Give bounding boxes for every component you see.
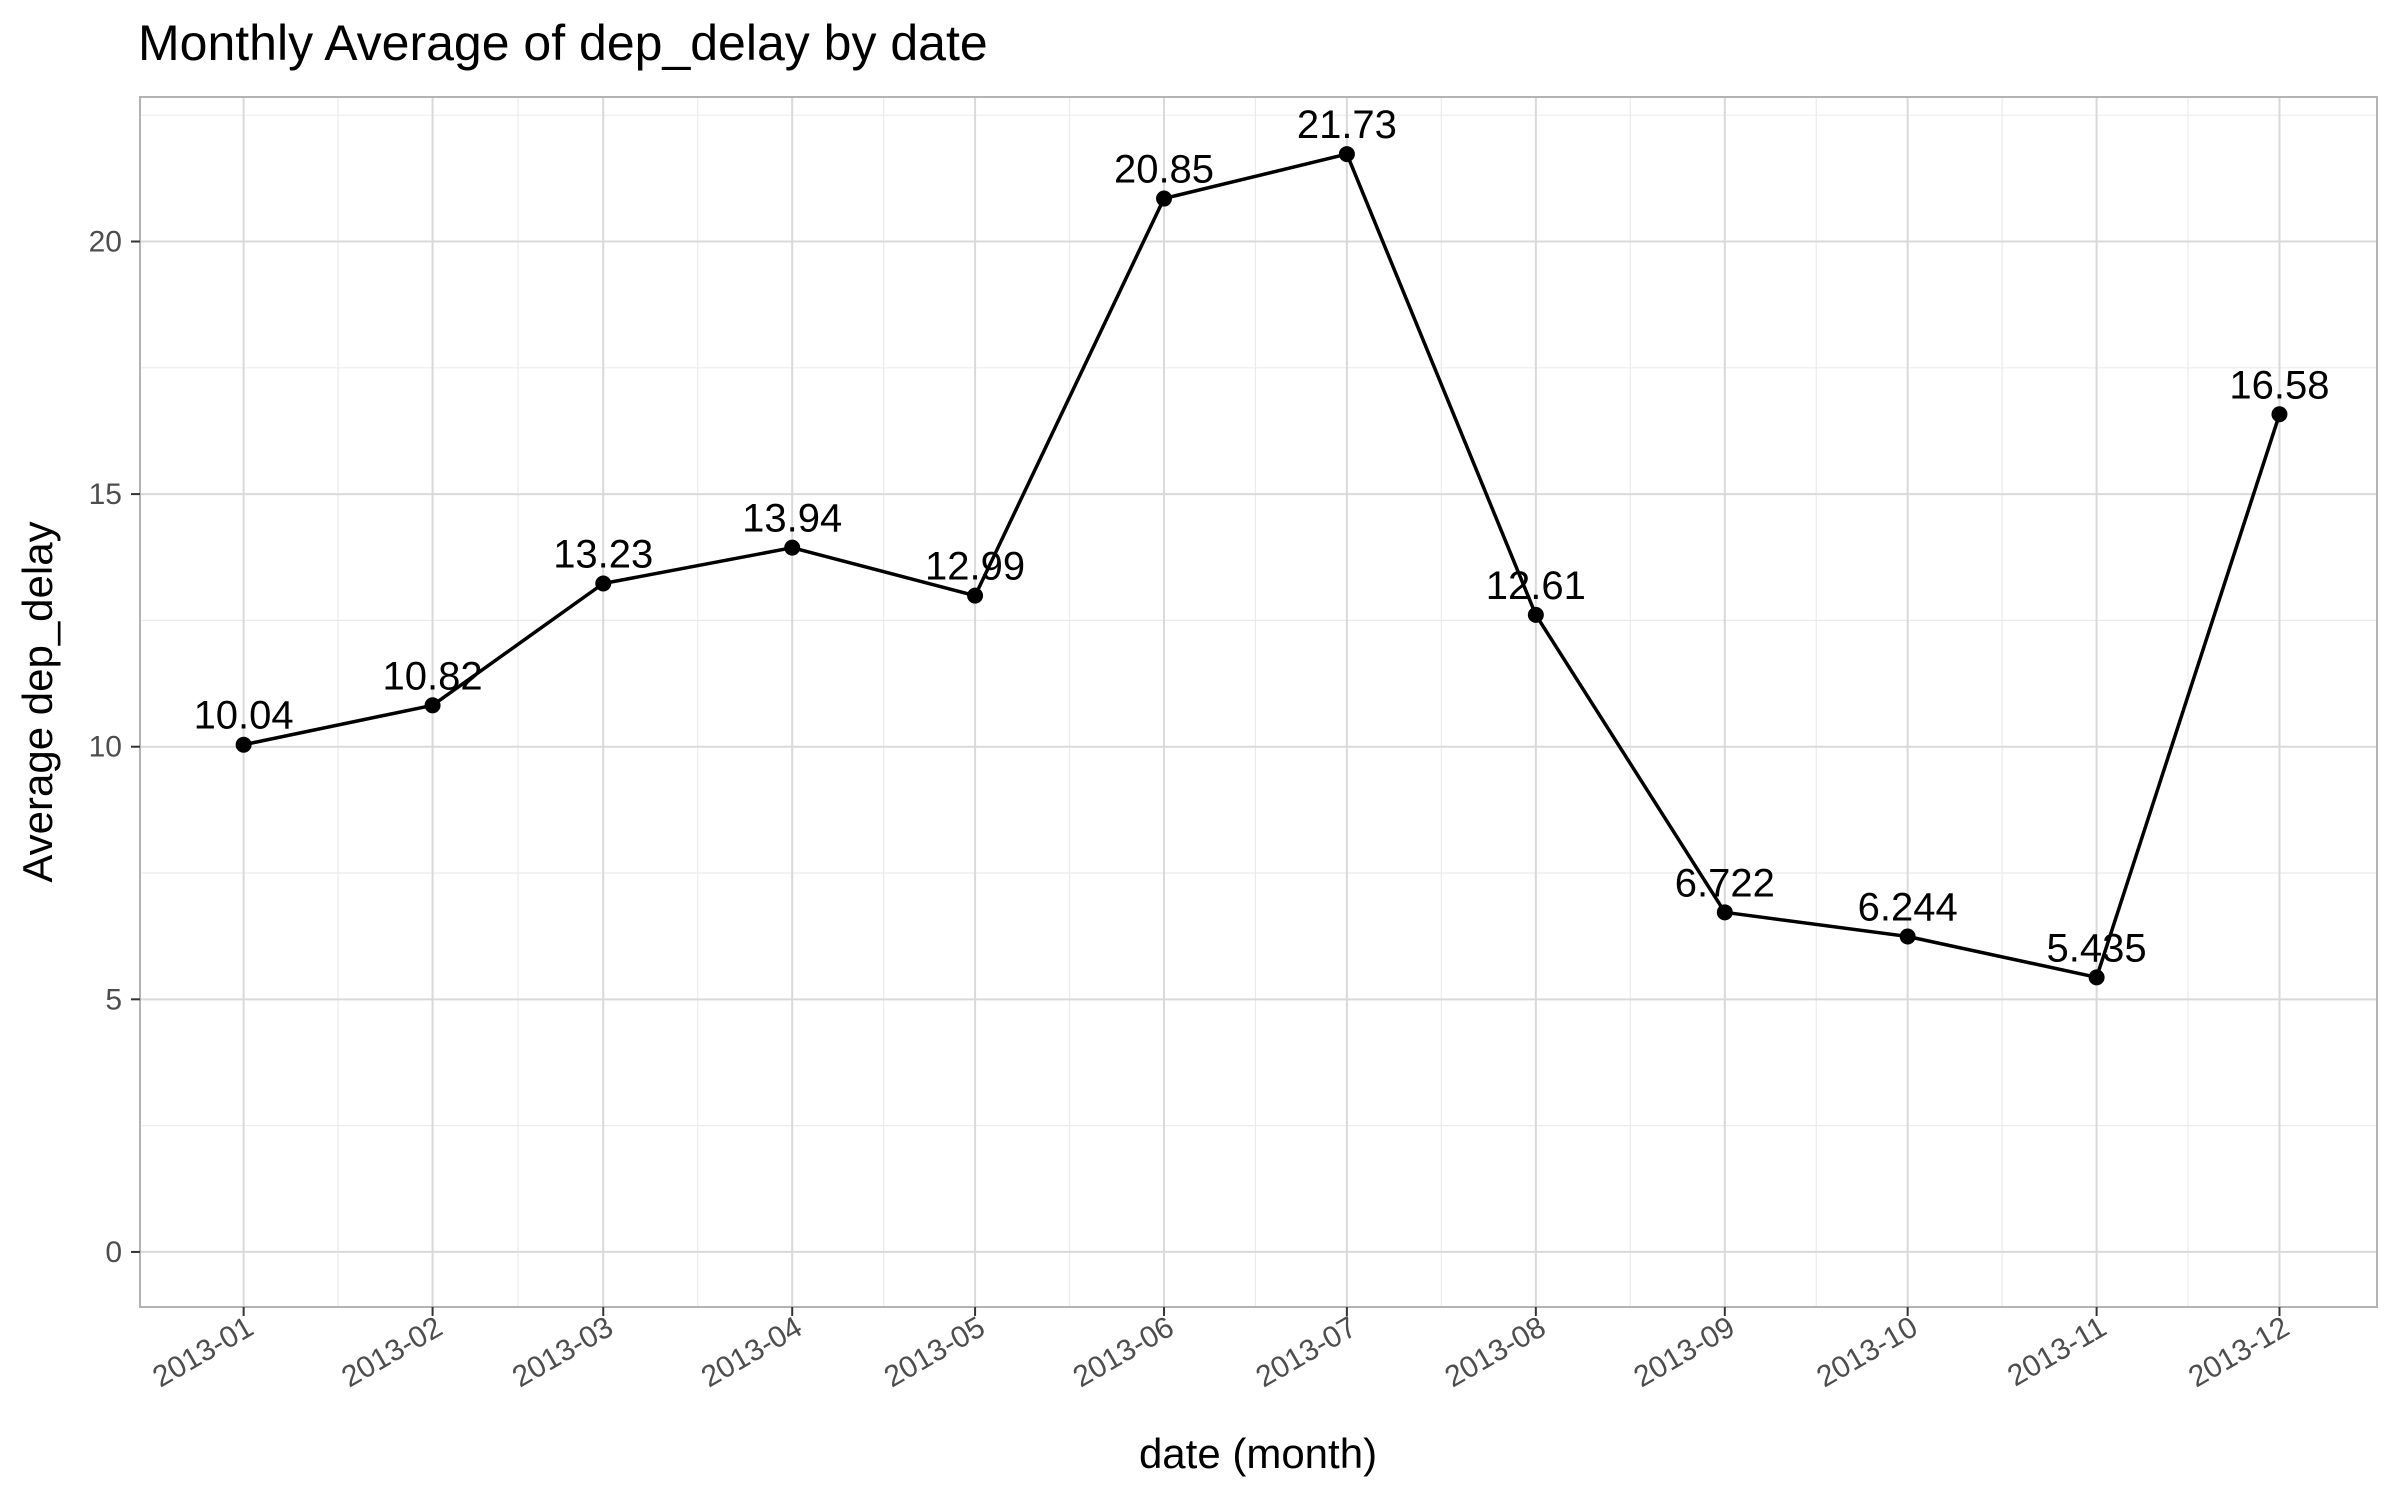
data-point <box>1899 928 1916 945</box>
x-tick-label: 2013-10 <box>1811 1310 1923 1394</box>
data-label: 6.722 <box>1675 861 1775 905</box>
data-point <box>1716 904 1733 921</box>
data-label: 13.23 <box>553 533 653 577</box>
data-label: 16.58 <box>2229 363 2329 407</box>
x-axis-label: date (month) <box>1139 1430 1377 1477</box>
series-line <box>243 152 2282 980</box>
data-label: 6.244 <box>1858 885 1958 929</box>
data-points <box>235 146 2288 986</box>
y-tick-label: 5 <box>105 983 122 1016</box>
y-axis-label: Average dep_delay <box>14 521 61 882</box>
x-tick-label: 2013-09 <box>1628 1310 1740 1394</box>
data-label: 5.435 <box>2047 926 2147 970</box>
x-tick-label: 2013-02 <box>336 1310 448 1394</box>
y-tick-label: 10 <box>89 731 122 764</box>
y-tick-label: 20 <box>89 225 122 258</box>
x-tick-label: 2013-03 <box>507 1310 619 1394</box>
major-gridlines <box>140 97 2377 1307</box>
data-label: 12.61 <box>1486 564 1586 608</box>
x-axis: 2013-01 2013-02 2013-03 2013-04 2013-05 2013-… <box>147 1307 2295 1394</box>
data-point <box>1527 606 1544 623</box>
minor-gridlines <box>140 97 2377 1307</box>
data-label: 10.82 <box>383 654 483 698</box>
x-tick-label: 2013-01 <box>147 1310 259 1394</box>
data-point <box>967 587 984 604</box>
y-axis: 0 5 10 15 20 <box>89 225 140 1269</box>
data-point <box>1156 190 1173 207</box>
x-tick-label: 2013-11 <box>2002 1310 2112 1393</box>
x-tick-label: 2013-05 <box>879 1310 991 1394</box>
data-label: 10.04 <box>194 694 294 738</box>
data-point <box>1338 146 1355 163</box>
data-point <box>2271 406 2288 423</box>
data-labels: 10.04 10.82 13.23 13.94 12.99 20.85 21.73 12.61… <box>194 103 2330 970</box>
x-tick-label: 2013-04 <box>696 1310 808 1394</box>
y-tick-label: 0 <box>105 1236 122 1269</box>
data-label: 12.99 <box>925 545 1025 589</box>
data-point <box>424 697 441 714</box>
data-label: 13.94 <box>742 497 842 541</box>
data-label: 21.73 <box>1297 103 1397 147</box>
data-point <box>784 539 801 556</box>
x-tick-label: 2013-06 <box>1068 1310 1180 1394</box>
x-tick-label: 2013-08 <box>1439 1310 1551 1394</box>
x-tick-label: 2013-12 <box>2183 1310 2295 1394</box>
data-label: 20.85 <box>1114 148 1214 192</box>
data-point <box>235 736 252 753</box>
data-point <box>2088 969 2105 986</box>
plot-panel <box>139 96 2378 1308</box>
y-tick-label: 15 <box>89 478 122 511</box>
x-tick-label: 2013-07 <box>1251 1310 1363 1394</box>
chart-title: Monthly Average of dep_delay by date <box>138 15 988 71</box>
data-point <box>595 575 612 592</box>
